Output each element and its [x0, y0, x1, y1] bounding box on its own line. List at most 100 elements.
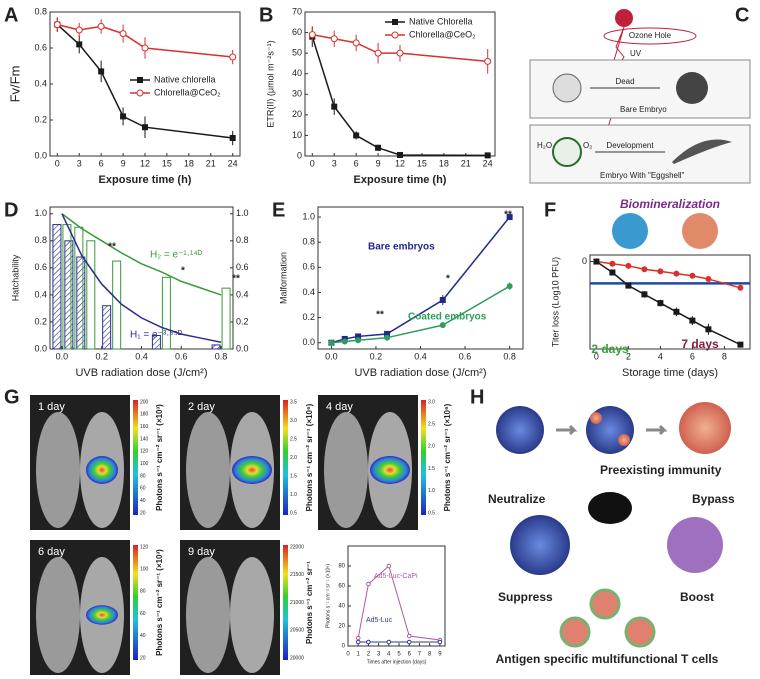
marker — [375, 144, 382, 151]
marker — [397, 151, 403, 158]
bar — [52, 224, 62, 350]
colorbar — [283, 545, 288, 660]
annotation: ** — [376, 310, 384, 321]
marker — [119, 30, 127, 38]
marker — [331, 103, 338, 110]
colorbar-tick-label: 200 — [140, 399, 149, 405]
colorbar — [421, 400, 426, 515]
particle-icon — [612, 213, 648, 249]
x-tick-label: 0.0 — [325, 351, 338, 361]
particle — [590, 412, 602, 424]
panel-letter: E — [272, 199, 285, 221]
series-label: Ad5-Luc — [366, 617, 393, 624]
legend-marker — [136, 89, 144, 97]
bar — [151, 334, 161, 350]
series-line — [595, 260, 741, 346]
bar — [76, 256, 86, 350]
legend-label: Chlorella@CeO₂ — [154, 87, 221, 97]
x-tick-label: 5 — [397, 652, 401, 658]
x-tick-label: 0.2 — [95, 351, 108, 361]
bar — [161, 276, 171, 350]
signal — [370, 456, 410, 484]
marker — [439, 296, 446, 303]
marker — [355, 333, 362, 340]
arrow — [556, 424, 578, 436]
marker — [76, 41, 83, 48]
y-tick-label: 70 — [292, 6, 302, 16]
x-tick-label: 21 — [206, 158, 216, 168]
y-tick-label: 30 — [292, 89, 302, 99]
uv-label: UV — [630, 49, 642, 58]
panel-letter: A — [4, 4, 18, 26]
embryo — [552, 73, 582, 103]
marker — [396, 49, 404, 57]
marker — [366, 581, 371, 587]
bypass-label: Bypass — [692, 492, 735, 506]
x-tick-label: 3 — [377, 652, 381, 658]
marker — [355, 337, 362, 344]
colorbar-tick-label: 140 — [140, 436, 149, 442]
panel-letter: G — [4, 386, 20, 408]
colorbar-tick-label: 3.0 — [290, 418, 297, 424]
mouse-body — [230, 557, 274, 673]
colorbar — [283, 400, 288, 515]
larva — [672, 139, 732, 164]
marker — [120, 113, 127, 120]
diagram-c: C Ozone Hole UV Dead Bare Embryo H₂O O₂ … — [529, 4, 751, 184]
tcells-label: Antigen specific multifunctional T cells — [496, 652, 719, 666]
plot-frame — [589, 254, 751, 350]
eggshell-label: Embryo With "Eggshell" — [600, 171, 685, 180]
x-tick-label: 0.6 — [459, 351, 472, 361]
colorbar-tick-label: 2.5 — [428, 422, 435, 428]
annotation: * — [181, 266, 185, 277]
y-tick-label: 0 — [582, 256, 587, 266]
y-axis-label: Photons s⁻¹ cm⁻² sr⁻¹ (×10⁶) — [325, 564, 331, 628]
y-tick-label: 0.6 — [34, 262, 47, 272]
legend-label: Native chlorella — [154, 74, 216, 84]
panel-letter: B — [259, 4, 273, 26]
y-axis-label: Hatchability — [10, 254, 20, 301]
y-tick-label: 0.4 — [34, 289, 47, 299]
y-tick-label: 0.6 — [302, 262, 315, 272]
marker — [657, 268, 664, 275]
marker — [484, 152, 491, 159]
y-tick-label: 0.0 — [34, 150, 47, 160]
colorbar-tick-label: 20500 — [290, 628, 304, 634]
panel-letter: F — [544, 199, 556, 221]
series-line — [57, 23, 233, 58]
annotation: * — [446, 274, 450, 285]
bar — [112, 260, 122, 350]
h2o-label: H₂O — [537, 141, 552, 150]
x-tick-label: 3 — [77, 158, 82, 168]
plot-frame — [347, 545, 446, 647]
marker — [384, 334, 391, 341]
marker — [141, 44, 149, 52]
coated-virus — [679, 402, 731, 454]
legend-marker — [392, 19, 398, 25]
arrow — [646, 424, 668, 436]
y-tick-label: 50 — [292, 48, 302, 58]
y-tick-label: 10 — [292, 130, 302, 140]
y-tick-label: 0.2 — [302, 312, 315, 322]
ozone-ring — [603, 27, 697, 45]
figure-g: G 1 day 20018016014012010080604020Photons… — [4, 386, 452, 675]
colorbar-tick-label: 2.0 — [428, 444, 435, 450]
bypass-virus — [667, 517, 723, 573]
x-tick-label: 2 — [626, 351, 631, 361]
y2-tick-label: 0.8 — [236, 235, 249, 245]
x-tick-label: 12 — [140, 158, 150, 168]
colorbar-tick-label: 20 — [140, 655, 146, 661]
x-tick-label: 6 — [354, 158, 359, 168]
y-tick-label: 0.6 — [34, 42, 47, 52]
bare-label: Bare Embryo — [620, 105, 667, 114]
y-tick-label: 0.4 — [302, 287, 315, 297]
x-tick-label: 21 — [461, 158, 471, 168]
marker — [406, 639, 412, 645]
marker — [352, 39, 360, 47]
colorbar-label: Photons s⁻¹ cm⁻² sr⁻¹ (×10³) — [155, 404, 164, 511]
x-axis-label: UVB radiation dose (J/cm²) — [354, 367, 486, 379]
marker — [330, 35, 338, 43]
x-tick-label: 3 — [332, 158, 337, 168]
o2-label: O₂ — [583, 141, 592, 150]
colorbar-tick-label: 1.0 — [428, 488, 435, 494]
